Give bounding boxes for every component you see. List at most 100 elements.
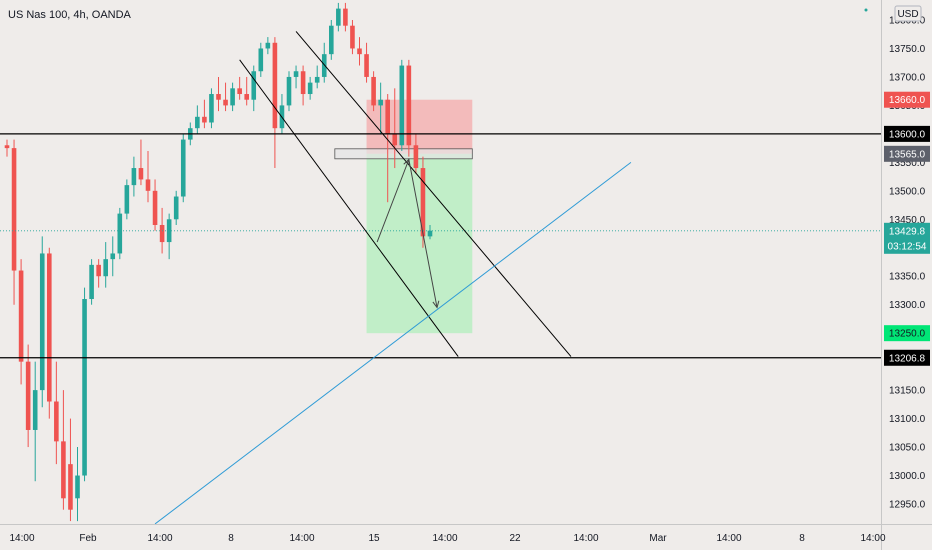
candle [195,105,200,134]
entry-price-label-bg [884,145,930,162]
candle [427,224,433,240]
countdown-label-bg [884,237,930,254]
candle-body [61,441,66,499]
candle [364,42,369,83]
candle-body [420,168,426,237]
candle-body [371,76,376,106]
time-tick: 14:00 [289,533,314,544]
time-tick: 14:00 [147,533,172,544]
price-tick: 13550.0 [889,158,926,169]
candle [237,76,242,100]
candle-body [89,264,94,300]
price-tick: 13300.0 [889,300,926,311]
candle [258,42,264,77]
candle-body [39,253,45,391]
candle [329,20,334,60]
trendline-rising-support [154,161,632,524]
candle-body [180,139,186,197]
target-price-label-text: 13250.0 [889,329,926,340]
target-price-label: 13250.0 [884,325,930,342]
candle [110,236,116,277]
price-tick: 13700.0 [889,72,926,83]
currency-button[interactable]: USD [894,5,922,22]
candle [385,94,390,203]
candle [166,213,172,260]
candle-body [293,71,299,77]
currency-label: USD [897,9,918,20]
price-tick: 13350.0 [889,272,926,283]
current-price-label-text: 13429.8 [889,226,926,237]
stop-price-label: 13660.0 [884,91,930,108]
price-tick: 13050.0 [889,443,926,454]
candle [103,242,108,288]
candle-body [54,401,59,442]
status-dot [864,8,868,12]
candle [293,65,299,89]
candle-body [413,145,419,169]
candle [307,76,313,100]
candle [75,447,80,522]
candle [392,88,398,169]
price-tick: 13500.0 [889,186,926,197]
candle-body [4,145,10,149]
candle [202,99,207,129]
candle [286,71,292,112]
candle [61,390,66,510]
candle-body [230,88,235,106]
candle [244,76,249,106]
candle [138,139,144,186]
candle-body [350,25,355,49]
candle [406,59,412,157]
candle [223,82,228,112]
candle [124,179,130,220]
time-tick: 14:00 [9,533,34,544]
entry-price-label-text: 13565.0 [889,149,926,160]
candle-body [378,99,383,106]
candle [68,418,73,522]
candle-body [336,8,341,26]
candle [336,2,341,32]
candle-body [399,65,405,146]
candle-body [96,264,101,277]
candle-body [75,475,80,499]
candle-body [173,196,179,220]
candle [18,259,24,385]
projection-arrowhead [403,158,410,167]
projection-arrowhead [432,300,440,309]
countdown-label-text: 03:12:54 [888,241,927,252]
price-tick: 13750.0 [889,44,926,55]
candle [82,287,87,482]
current-price-label-bg [884,222,930,239]
trendline-channel-bottom [239,59,459,357]
candle-body [202,116,207,123]
resistance-price-label-bg [884,125,930,142]
candle-body [103,259,108,277]
price-tick: 13000.0 [889,471,926,482]
time-tick: 14:00 [573,533,598,544]
candle-body [272,42,278,129]
candle-body [223,99,228,106]
candle [251,65,257,112]
trendline-channel-top [295,31,572,357]
candle [117,207,123,260]
time-tick: Feb [79,533,97,544]
support-price-label: 13206.8 [884,349,930,366]
candle-body [159,224,165,243]
target-price-label-bg [884,325,930,342]
time-tick: Mar [649,533,667,544]
candle [216,76,221,112]
candle [11,139,17,305]
candle-body [329,25,334,55]
price-tick: 13450.0 [889,215,926,226]
candle [314,65,320,89]
support-price-label-bg [884,349,930,366]
candle-body [314,76,320,83]
price-labels: 13660.0 13600.0 13565.0 13429.8 03:12:54 1325… [884,91,930,366]
candle [300,65,306,106]
entry-price-label: 13565.0 [884,145,930,162]
candle-body [251,71,257,100]
candle-body [68,464,73,510]
candle [378,82,383,134]
